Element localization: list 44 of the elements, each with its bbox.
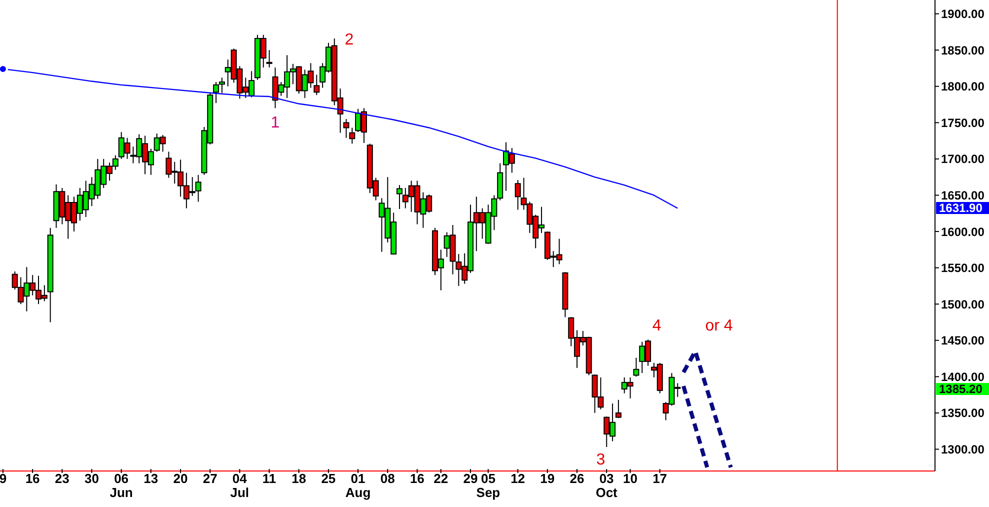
y-tick-label: 1350.00 xyxy=(941,406,985,420)
y-tick-label: 1650.00 xyxy=(941,188,985,202)
x-tick-label: 08 xyxy=(380,471,395,486)
annotation: 3 xyxy=(596,452,606,468)
x-tick-label: 05 Sep xyxy=(476,471,500,500)
x-tick-label: 19 xyxy=(540,471,555,486)
text: 1385.20 xyxy=(939,382,983,396)
x-tick-label: 30 xyxy=(84,471,99,486)
x-tick-label: 18 xyxy=(292,471,306,486)
x-tick-label: 27 xyxy=(202,471,218,486)
y-tick-label: 1700.00 xyxy=(941,152,985,166)
y-tick-label: 1850.00 xyxy=(941,43,985,58)
y-tick-label: 1300.00 xyxy=(941,442,985,456)
x-tick-label: 25 xyxy=(321,471,336,486)
x-tick-label: 03 Oct xyxy=(596,471,618,500)
y-tick-label: 1550.00 xyxy=(941,261,985,276)
x-tick-label: 16 xyxy=(25,471,40,486)
x-tick-label: 20 xyxy=(173,471,188,486)
x-tick-label: 26 xyxy=(570,471,584,486)
x-tick-label: 23 xyxy=(54,471,70,486)
x-tick-label: 10 xyxy=(623,471,638,486)
x-tick-label: 16 xyxy=(410,471,424,486)
x-tick-label: 06 Jun xyxy=(110,471,133,500)
y-tick-label: 1600.00 xyxy=(941,224,985,239)
x-tick-label: 9 xyxy=(0,471,7,486)
y-tick-label: 1750.00 xyxy=(941,116,985,130)
y-tick-label: 1800.00 xyxy=(941,80,985,94)
y-tick-label: 1450.00 xyxy=(941,334,985,348)
y-tick-label: 1500.00 xyxy=(941,297,985,312)
x-tick-label: 13 xyxy=(144,471,158,486)
annotation: or 4 xyxy=(705,318,733,334)
x-tick-label: 29 xyxy=(463,471,478,486)
y-tick-label: 1900.00 xyxy=(941,7,985,22)
x-tick-label: 17 xyxy=(652,471,668,486)
text: 1631.90 xyxy=(939,201,983,215)
annotation: 2 xyxy=(344,32,354,48)
x-tick-label: 01 Aug xyxy=(345,471,371,500)
annotation: 1 xyxy=(270,114,280,132)
x-tick-label: 12 xyxy=(510,471,526,486)
annotation: 4 xyxy=(652,318,662,334)
x-tick-label: 22 xyxy=(434,471,448,486)
x-tick-label: 04 Jul xyxy=(230,471,250,500)
y-tick-label: 1400.00 xyxy=(941,370,985,384)
x-tick-label: 11 xyxy=(262,471,276,486)
